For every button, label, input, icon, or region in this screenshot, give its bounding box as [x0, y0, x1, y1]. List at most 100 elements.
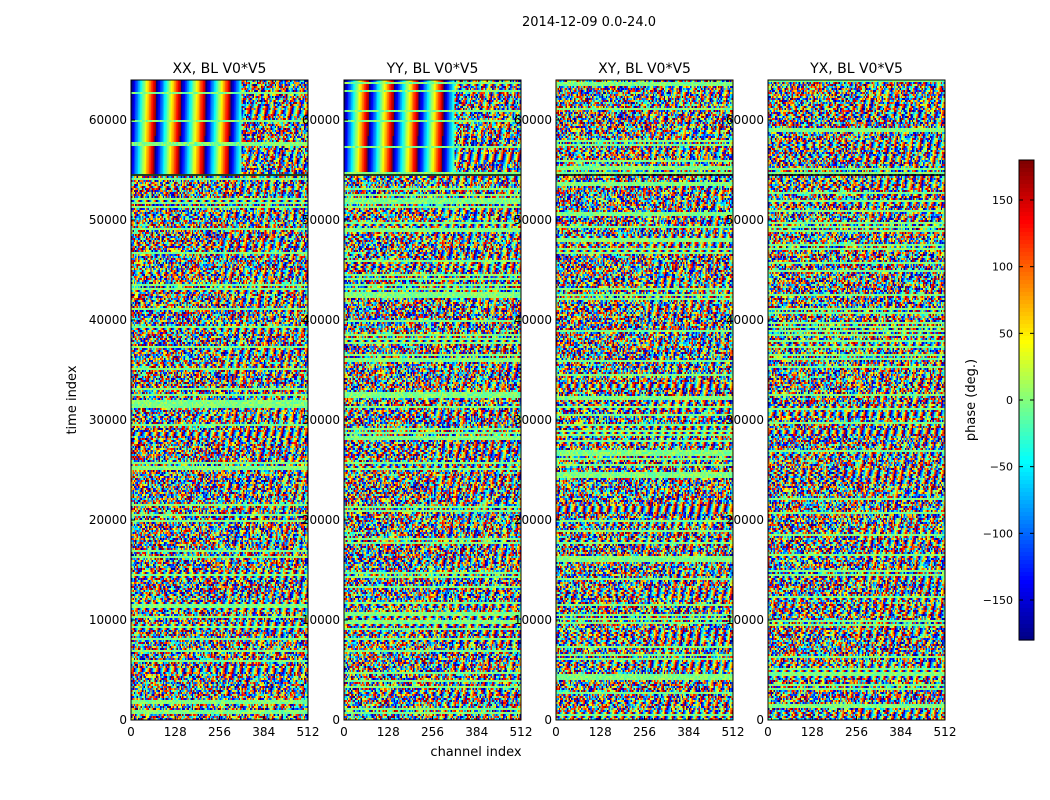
heatmap-image — [556, 80, 733, 720]
colorbar-segment — [1019, 496, 1034, 501]
colorbar-segment — [1019, 436, 1034, 441]
colorbar-segment — [1019, 280, 1034, 285]
colorbar-tick-label: −150 — [983, 594, 1013, 607]
heatmap-image — [344, 80, 521, 720]
colorbar-tick-label: −50 — [990, 461, 1013, 474]
y-tick-label: 0 — [119, 713, 127, 727]
colorbar-tick-label: 100 — [992, 261, 1013, 274]
colorbar-segment — [1019, 492, 1034, 497]
heatmap-image — [768, 80, 945, 720]
y-tick-label: 20000 — [726, 513, 764, 527]
x-tick-label: 512 — [510, 725, 533, 739]
colorbar-segment — [1019, 308, 1034, 313]
y-tick-label: 30000 — [514, 413, 552, 427]
colorbar-segment — [1019, 560, 1034, 565]
colorbar-segment — [1019, 324, 1034, 329]
panel-4: YX, BL V0*V5 0 128 256 384 512 0 10000 20000 3000… — [726, 61, 957, 739]
y-tick-label: 20000 — [302, 513, 340, 527]
x-tick-label: 0 — [127, 725, 135, 739]
y-tick-label: 50000 — [726, 213, 764, 227]
colorbar-segment — [1019, 264, 1034, 269]
colorbar-segment — [1019, 536, 1034, 541]
y-tick-label: 0 — [544, 713, 552, 727]
colorbar-segment — [1019, 160, 1034, 165]
colorbar-segment — [1019, 220, 1034, 225]
colorbar-segment — [1019, 608, 1034, 613]
colorbar-segment — [1019, 556, 1034, 561]
y-tick-label: 30000 — [89, 413, 127, 427]
colorbar-segment — [1019, 512, 1034, 517]
y-tick-label: 10000 — [302, 613, 340, 627]
colorbar-segment — [1019, 300, 1034, 305]
panel-2: YY, BL V0*V5 0 128 256 384 512 0 10000 20000 3000… — [302, 61, 533, 739]
colorbar-segment — [1019, 528, 1034, 533]
colorbar-segment — [1019, 636, 1034, 641]
colorbar-segment — [1019, 180, 1034, 185]
x-tick-label: 0 — [764, 725, 772, 739]
colorbar-segment — [1019, 316, 1034, 321]
y-tick-label: 30000 — [726, 413, 764, 427]
colorbar-segment — [1019, 172, 1034, 177]
x-tick-label: 384 — [465, 725, 488, 739]
colorbar-segment — [1019, 604, 1034, 609]
colorbar-segment — [1019, 360, 1034, 365]
x-tick-label: 256 — [633, 725, 656, 739]
colorbar-segment — [1019, 344, 1034, 349]
colorbar-segment — [1019, 508, 1034, 513]
colorbar-segment — [1019, 364, 1034, 369]
y-tick-label: 40000 — [726, 313, 764, 327]
y-tick-label: 20000 — [89, 513, 127, 527]
colorbar-segment — [1019, 596, 1034, 601]
colorbar-segment — [1019, 624, 1034, 629]
colorbar-segment — [1019, 568, 1034, 573]
y-tick-label: 20000 — [514, 513, 552, 527]
y-tick-label: 0 — [756, 713, 764, 727]
colorbar-tick-label: 150 — [992, 194, 1013, 207]
colorbar-segment — [1019, 620, 1034, 625]
colorbar-segment — [1019, 204, 1034, 209]
colorbar-segment — [1019, 520, 1034, 525]
colorbar-segment — [1019, 584, 1034, 589]
x-tick-label: 0 — [552, 725, 560, 739]
x-tick-label: 256 — [208, 725, 231, 739]
colorbar-segment — [1019, 168, 1034, 173]
colorbar-segment — [1019, 404, 1034, 409]
colorbar-tick-label: 50 — [999, 327, 1013, 340]
panel-title: YX, BL V0*V5 — [809, 61, 903, 77]
colorbar-segment — [1019, 552, 1034, 557]
heatmap-image — [131, 80, 308, 720]
colorbar-segment — [1019, 628, 1034, 633]
colorbar-segment — [1019, 476, 1034, 481]
colorbar-segment — [1019, 284, 1034, 289]
colorbar-segment — [1019, 376, 1034, 381]
colorbar-segment — [1019, 196, 1034, 201]
y-tick-label: 60000 — [514, 113, 552, 127]
colorbar-segment — [1019, 368, 1034, 373]
colorbar-segment — [1019, 176, 1034, 181]
colorbar-segment — [1019, 336, 1034, 341]
y-tick-label: 60000 — [302, 113, 340, 127]
colorbar-segment — [1019, 232, 1034, 237]
colorbar-segment — [1019, 616, 1034, 621]
colorbar-segment — [1019, 304, 1034, 309]
colorbar-segment — [1019, 460, 1034, 465]
colorbar-tick-label: −100 — [983, 527, 1013, 540]
colorbar-segment — [1019, 424, 1034, 429]
colorbar-segment — [1019, 320, 1034, 325]
colorbar-segment — [1019, 188, 1034, 193]
x-tick-label: 256 — [421, 725, 444, 739]
colorbar-segment — [1019, 416, 1034, 421]
x-tick-label: 128 — [801, 725, 824, 739]
colorbar-segment — [1019, 208, 1034, 213]
x-tick-label: 384 — [252, 725, 275, 739]
colorbar-segment — [1019, 464, 1034, 469]
colorbar-segment — [1019, 272, 1034, 277]
colorbar-segment — [1019, 192, 1034, 197]
colorbar-segment — [1019, 288, 1034, 293]
colorbar-segment — [1019, 516, 1034, 521]
colorbar-segment — [1019, 212, 1034, 217]
colorbar-segment — [1019, 484, 1034, 489]
panel-1: XX, BL V0*V5 0 128 256 384 512 0 10000 20000 3000… — [89, 61, 320, 739]
colorbar-segment — [1019, 244, 1034, 249]
